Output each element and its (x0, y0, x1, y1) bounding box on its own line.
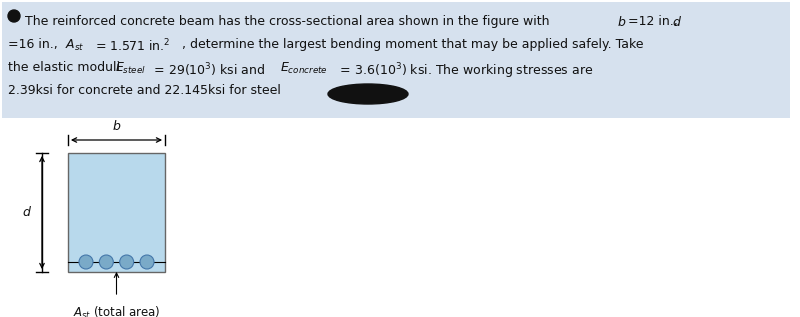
Text: $b$: $b$ (112, 119, 121, 133)
Text: = 3.6(10$^{3}$) ksi. The working stresses are: = 3.6(10$^{3}$) ksi. The working stresse… (336, 61, 594, 81)
Circle shape (8, 10, 20, 22)
Circle shape (140, 255, 154, 269)
Text: $d$: $d$ (22, 205, 32, 219)
Text: = 29(10$^{3}$) ksi and: = 29(10$^{3}$) ksi and (150, 61, 266, 79)
Text: 2.39ksi for concrete and 22.145ksi for steel: 2.39ksi for concrete and 22.145ksi for s… (8, 84, 281, 97)
Text: = 1.571 in.$^{2}$: = 1.571 in.$^{2}$ (95, 38, 170, 55)
Text: =12 in.,: =12 in., (624, 15, 678, 28)
Text: $E_{concrete}$: $E_{concrete}$ (280, 61, 328, 76)
Circle shape (79, 255, 93, 269)
Text: $E_{steel}$: $E_{steel}$ (115, 61, 146, 76)
Text: $b$: $b$ (617, 15, 626, 29)
Bar (68, 153, 165, 272)
Circle shape (99, 255, 114, 269)
Text: =16 in.,: =16 in., (8, 38, 62, 51)
Text: , determine the largest bending moment that may be applied safely. Take: , determine the largest bending moment t… (182, 38, 643, 51)
Text: $A_{st}$: $A_{st}$ (65, 38, 85, 53)
Ellipse shape (328, 84, 408, 104)
Text: the elastic moduli: the elastic moduli (8, 61, 124, 74)
Bar (2, 2, 790, 118)
Text: $A_{st}$ (total area): $A_{st}$ (total area) (73, 305, 160, 317)
Circle shape (120, 255, 134, 269)
Text: $d$: $d$ (672, 15, 682, 29)
Text: The reinforced concrete beam has the cross-sectional area shown in the figure wi: The reinforced concrete beam has the cro… (25, 15, 554, 28)
